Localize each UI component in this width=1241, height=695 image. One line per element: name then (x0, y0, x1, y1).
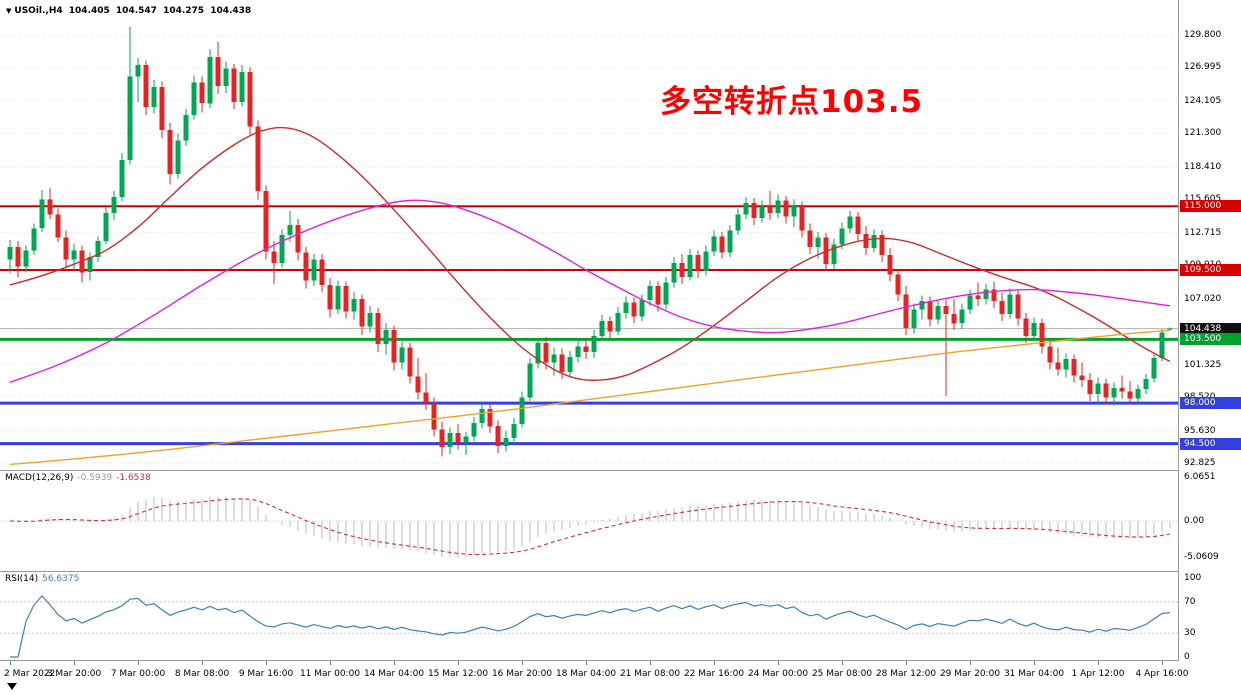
time-axis-label: 21 Mar 08:00 (619, 669, 681, 679)
time-axis-label: 9 Mar 16:00 (238, 669, 294, 679)
support-badge-94-5: 94.500 (1180, 438, 1241, 450)
panel-separator[interactable] (0, 470, 1241, 471)
time-axis-label: 11 Mar 00:00 (299, 669, 361, 679)
time-axis-label: 3 Mar 20:00 (46, 669, 102, 679)
time-axis-tick (394, 661, 395, 665)
time-axis-label: 15 Mar 12:00 (427, 669, 489, 679)
time-axis-tick (586, 661, 587, 665)
time-axis-label: 28 Mar 12:00 (875, 669, 937, 679)
price-axis-label: 129.800 (1184, 30, 1222, 40)
macd-label: MACD(12,26,9) -0.5939 -1.6538 (5, 473, 155, 483)
price-axis-label: 95.630 (1184, 426, 1216, 436)
price-axis-label: 124.105 (1184, 96, 1222, 106)
ohlc-low: 104.275 (163, 6, 205, 16)
price-axis-label: 112.715 (1184, 228, 1222, 238)
time-axis-tick (138, 661, 139, 665)
time-axis-tick (458, 661, 459, 665)
macd-main-value: -0.5939 (77, 473, 113, 483)
time-axis-tick (10, 661, 11, 665)
time-axis-label: 4 Apr 16:00 (1135, 669, 1189, 679)
time-axis[interactable]: 2 Mar 2022 3 Mar 20:00 7 Mar 00:00 8 Mar 08… (0, 661, 1241, 695)
price-axis-label: 92.825 (1184, 458, 1216, 468)
rsi-axis-label: 70 (1184, 597, 1196, 607)
time-axis-tick (1034, 661, 1035, 665)
time-axis-label: 29 Mar 20:00 (939, 669, 1001, 679)
time-axis-label: 16 Mar 20:00 (491, 669, 553, 679)
macd-axis-label: 6.0651 (1184, 472, 1216, 482)
symbol-marker-icon: ▼ (6, 7, 12, 15)
candles-layer (7, 26, 1173, 457)
rsi-name: RSI(14) (5, 574, 39, 584)
time-scale-marker-icon (7, 683, 17, 690)
ma-slow-line (9, 329, 1171, 466)
time-axis-label: 25 Mar 08:00 (811, 669, 873, 679)
ohlc-open: 104.405 (68, 6, 110, 16)
time-axis-label: 7 Mar 00:00 (110, 669, 166, 679)
rsi-axis-label: 100 (1184, 573, 1202, 583)
price-axis-label: 107.020 (1184, 294, 1222, 304)
time-axis-tick (970, 661, 971, 665)
price-axis-label: 121.300 (1184, 128, 1222, 138)
macd-name: MACD(12,26,9) (5, 473, 74, 483)
rsi-label: RSI(14) 56.6375 (5, 574, 83, 584)
macd-axis-label: 0.00 (1184, 516, 1205, 526)
time-axis-label: 2 Mar 2022 (4, 669, 56, 679)
time-axis-tick (1162, 661, 1163, 665)
time-axis-tick (522, 661, 523, 665)
time-axis-label: 24 Mar 00:00 (747, 669, 809, 679)
rsi-axis-label: 30 (1184, 628, 1196, 638)
support-badge-98: 98.000 (1180, 397, 1241, 409)
time-axis-tick (842, 661, 843, 665)
price-chart-canvas[interactable] (0, 0, 1178, 470)
time-axis-tick (266, 661, 267, 665)
current-price-badge: 104.438 (1180, 323, 1241, 335)
time-axis-tick (74, 661, 75, 665)
ohlc-close: 104.438 (210, 6, 252, 16)
chart-annotation-text[interactable]: 多空转折点103.5 (660, 84, 924, 120)
price-axis-label: 126.995 (1184, 62, 1222, 72)
resistance-badge-109-5: 109.500 (1180, 264, 1241, 276)
price-axis-label: 115.605 (1184, 194, 1222, 204)
time-axis-tick (778, 661, 779, 665)
time-axis-label: 31 Mar 04:00 (1003, 669, 1065, 679)
ohlc-high: 104.547 (115, 6, 157, 16)
time-axis-label: 18 Mar 04:00 (555, 669, 617, 679)
rsi-axis-label: 0 (1184, 652, 1190, 662)
pivot-badge-103-5: 103.500 (1180, 333, 1241, 345)
price-axis-label: 101.325 (1184, 360, 1222, 370)
time-axis-label: 1 Apr 12:00 (1071, 669, 1125, 679)
time-axis-tick (202, 661, 203, 665)
time-axis-tick (906, 661, 907, 665)
time-axis-tick (330, 661, 331, 665)
resistance-badge-115: 115.000 (1180, 200, 1241, 212)
macd-histogram (17, 496, 1171, 558)
price-axis-label: 118.410 (1184, 162, 1222, 172)
panel-separator[interactable] (0, 571, 1241, 572)
rsi-panel-canvas[interactable] (0, 572, 1178, 660)
symbol-period-label: USOil.,H4 (14, 6, 63, 16)
time-axis-label: 14 Mar 04:00 (363, 669, 425, 679)
price-axis[interactable]: 129.800 126.995 124.105 121.300 118.410 115.6… (1178, 0, 1241, 662)
ma-mid-line (9, 199, 1171, 383)
macd-axis-label: -5.0609 (1184, 552, 1219, 562)
time-axis-tick (714, 661, 715, 665)
chart-header: ▼ USOil.,H4 104.405 104.547 104.275 104.4… (6, 6, 254, 16)
rsi-line (10, 594, 1171, 658)
macd-panel-canvas[interactable] (0, 471, 1178, 571)
ma-fast-line (9, 126, 1171, 381)
time-axis-label: 8 Mar 08:00 (174, 669, 230, 679)
rsi-value: 56.6375 (42, 574, 80, 584)
time-axis-tick (1098, 661, 1099, 665)
macd-signal-line (9, 498, 1171, 556)
time-axis-tick (650, 661, 651, 665)
time-axis-label: 22 Mar 16:00 (683, 669, 745, 679)
macd-signal-value: -1.6538 (116, 473, 151, 483)
panel-separator[interactable] (0, 660, 1241, 661)
